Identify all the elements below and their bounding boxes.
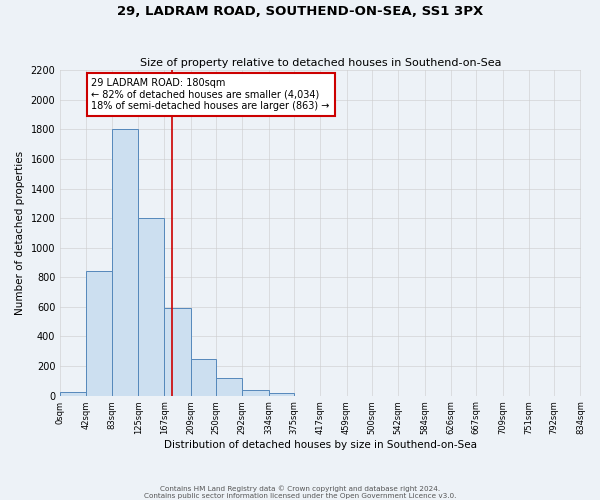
Bar [60, 392, 86, 396]
Title: Size of property relative to detached houses in Southend-on-Sea: Size of property relative to detached ho… [140, 58, 501, 68]
X-axis label: Distribution of detached houses by size in Southend-on-Sea: Distribution of detached houses by size … [164, 440, 477, 450]
Bar [164, 308, 191, 396]
Bar [112, 130, 138, 396]
Text: Contains HM Land Registry data © Crown copyright and database right 2024.
Contai: Contains HM Land Registry data © Crown c… [144, 486, 456, 499]
Bar [86, 272, 112, 396]
Text: 29, LADRAM ROAD, SOUTHEND-ON-SEA, SS1 3PX: 29, LADRAM ROAD, SOUTHEND-ON-SEA, SS1 3P… [117, 5, 483, 18]
Bar [191, 358, 216, 396]
Y-axis label: Number of detached properties: Number of detached properties [15, 151, 25, 315]
Bar [138, 218, 164, 396]
Bar [242, 390, 269, 396]
Text: 29 LADRAM ROAD: 180sqm
← 82% of detached houses are smaller (4,034)
18% of semi-: 29 LADRAM ROAD: 180sqm ← 82% of detached… [91, 78, 330, 111]
Bar [269, 392, 294, 396]
Bar [216, 378, 242, 396]
